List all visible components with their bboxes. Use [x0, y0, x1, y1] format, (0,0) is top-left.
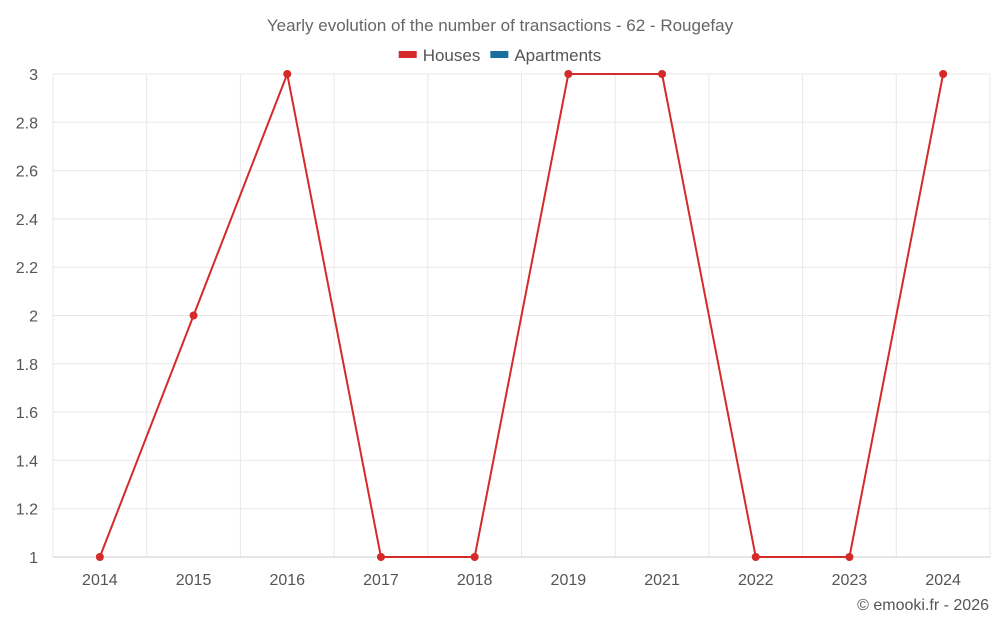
y-tick-label: 1.4 [16, 453, 38, 470]
y-tick-label: 2.2 [16, 260, 38, 277]
chart-title: Yearly evolution of the number of transa… [267, 16, 734, 35]
data-point[interactable] [95, 553, 104, 561]
data-point[interactable] [845, 553, 854, 561]
data-point[interactable] [283, 70, 292, 78]
x-tick-label: 2022 [738, 572, 774, 589]
data-point[interactable] [470, 553, 479, 561]
y-axis: 1 1.2 1.4 1.6 1.8 2 2.2 2.4 2.6 2.8 3 [16, 67, 38, 567]
series-layer [95, 70, 948, 561]
y-tick-label: 2 [29, 309, 38, 326]
x-tick-label: 2023 [832, 572, 868, 589]
y-tick-label: 2.8 [16, 115, 38, 132]
x-tick-label: 2016 [269, 572, 305, 589]
series-line-houses [98, 70, 945, 558]
data-point[interactable] [189, 311, 198, 320]
legend-label-apartments[interactable]: Apartments [514, 46, 601, 65]
x-axis: 2014 2015 2016 2017 2018 2019 2021 2022 2023 2024 [82, 572, 961, 589]
legend: Houses Apartments [398, 46, 601, 65]
y-tick-label: 1.2 [16, 502, 38, 519]
x-tick-label: 2024 [925, 572, 961, 589]
y-tick-label: 3 [29, 67, 38, 84]
legend-swatch-houses [398, 51, 417, 58]
y-tick-label: 1.6 [16, 405, 38, 422]
x-tick-label: 2018 [457, 572, 493, 589]
x-tick-label: 2019 [551, 572, 587, 589]
y-tick-label: 2.4 [16, 212, 38, 229]
data-point[interactable] [564, 70, 573, 78]
x-tick-label: 2015 [176, 572, 212, 589]
credit-text: © emooki.fr - 2026 [857, 597, 989, 614]
x-tick-label: 2017 [363, 572, 399, 589]
legend-label-houses[interactable]: Houses [423, 46, 481, 65]
x-tick-label: 2014 [82, 572, 118, 589]
x-tick-label: 2021 [644, 572, 680, 589]
data-point[interactable] [751, 553, 760, 561]
legend-swatch-apartments [490, 51, 509, 58]
data-point[interactable] [376, 553, 385, 561]
y-tick-label: 1 [29, 550, 38, 567]
y-tick-label: 2.6 [16, 164, 38, 181]
data-point[interactable] [658, 70, 667, 78]
data-point[interactable] [939, 70, 948, 78]
y-tick-label: 1.8 [16, 357, 38, 374]
